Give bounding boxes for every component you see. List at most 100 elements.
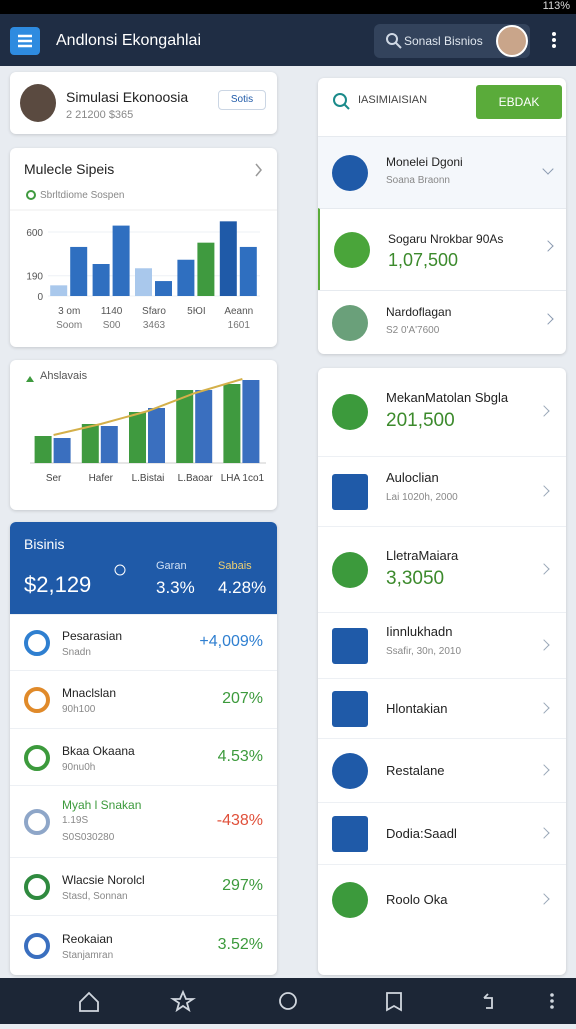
list-item[interactable]: Dodia:Saadl: [318, 802, 566, 864]
row-name: Bkaa Okaana: [62, 743, 135, 758]
row-sub: S0S030280: [62, 832, 115, 843]
row-icon: [24, 687, 50, 713]
list-item[interactable]: Auloclian Lai 1020h, 2000: [318, 456, 566, 526]
row-change: 4.53%: [217, 747, 263, 765]
chart-title: Ahslavais: [40, 370, 88, 382]
bar: [50, 285, 68, 296]
row-icon: [24, 933, 50, 959]
nav-circle[interactable]: [279, 992, 297, 1010]
bar: [81, 424, 99, 463]
list-item[interactable]: Iinnlukhadn Ssafir, 30n, 2010: [318, 612, 566, 678]
search-text: Sonasl Bisnios: [404, 34, 483, 48]
panel-item[interactable]: Sogaru Nrokbar 90As 1,07,500: [318, 208, 566, 290]
item-sub: Lai 1020h, 2000: [386, 492, 458, 503]
bar: [177, 259, 195, 296]
profile-detail: 2 21200 $365: [66, 109, 134, 121]
bar: [135, 268, 152, 296]
item-sub: Soana Braonn: [386, 175, 450, 186]
item-title: Auloclian: [386, 470, 439, 485]
business-row[interactable]: Reokaian Stanjamran 3.52%: [10, 915, 277, 975]
battery: 113%: [542, 0, 570, 12]
nav-star[interactable]: [170, 989, 196, 1013]
chevron: [538, 485, 550, 497]
grouped-chart-card: Ahslavais Ser Hafer L.Bistai L.Baoar LHA 1co…: [10, 360, 277, 510]
row-icon: [24, 630, 50, 656]
bar: [219, 221, 237, 296]
action-button[interactable]: EBDAK: [476, 85, 562, 119]
nav-back[interactable]: [483, 993, 493, 1009]
business-card: Bisinis $2,129 Garan 3.3% Sabais 4.28% P…: [10, 522, 277, 975]
row-sub: 1.19S: [62, 815, 89, 826]
item-title: Sogaru Nrokbar 90As: [388, 232, 504, 246]
item-icon: [332, 394, 368, 430]
business-row[interactable]: Bkaa Okaana 90nu0h 4.53%: [10, 728, 277, 785]
business-row[interactable]: Mnaclslan 90h100 207%: [10, 670, 277, 728]
search-box[interactable]: Sonasl Bisnios: [374, 24, 530, 58]
row-sub: Stanjamran: [62, 950, 114, 961]
row-name: Wlacsie Norolcl: [62, 873, 145, 887]
item-title: Nardoflagan: [386, 305, 452, 319]
menu-button[interactable]: [10, 27, 40, 55]
row-icon: [24, 809, 50, 835]
stat-value: 4.28%: [218, 578, 267, 597]
status-bar: 113%: [0, 0, 576, 14]
row-sub: 90nu0h: [62, 761, 96, 773]
business-header: Bisinis $2,129 Garan 3.3% Sabais 4.28%: [10, 522, 277, 614]
x-tick-label: 1140: [101, 306, 123, 317]
item-title: MekanMatolan Sbgla: [386, 390, 509, 405]
chevron: [538, 563, 550, 575]
bar: [176, 390, 194, 463]
bar: [197, 242, 215, 296]
trend-line: [53, 378, 243, 436]
badge[interactable]: Sotis: [218, 90, 266, 110]
item-icon: [332, 753, 368, 789]
list-item[interactable]: LletraMaiara 3,3050: [318, 526, 566, 612]
chevron: [542, 163, 554, 175]
item-icon: [332, 691, 368, 727]
bar: [100, 426, 118, 463]
item-value: 3,3050: [386, 568, 445, 589]
bar-chart-card: Mulecle Sipeis Sbrltdiome Sospen 0 190 600…: [10, 148, 277, 347]
list-item[interactable]: MekanMatolan Sbgla 201,500: [318, 368, 566, 456]
item-title: Roolo Oka: [386, 892, 448, 907]
chevron: [538, 702, 550, 714]
list-item[interactable]: Hlontakian: [318, 678, 566, 738]
list-item[interactable]: Restalane: [318, 738, 566, 802]
item-title: Dodia:Saadl: [386, 826, 457, 841]
business-total: $2,129: [24, 572, 92, 597]
x-tick-sublabel: S00: [103, 320, 121, 331]
panel-item[interactable]: Nardoflagan S2 0'A'7600: [318, 290, 566, 354]
x-tick-label: 3 om: [58, 306, 80, 317]
bar: [112, 225, 130, 296]
panel-item[interactable]: Monelei Dgoni Soana Braonn: [318, 136, 566, 208]
more-button[interactable]: [549, 14, 559, 66]
item-icon: [332, 882, 368, 918]
bar: [239, 246, 257, 296]
avatar: [20, 84, 56, 122]
nav-home[interactable]: [79, 991, 99, 1012]
x-tick-label: L.Bistai: [132, 473, 165, 484]
item-icon: [332, 305, 368, 341]
business-row[interactable]: Myah l Snakan 1.19S S0S030280 -438%: [10, 785, 277, 857]
business-title: Bisinis: [24, 536, 65, 552]
x-tick-label: 5ЮI: [187, 306, 205, 317]
bar: [223, 384, 241, 463]
chevron: [538, 893, 550, 905]
item-title: Hlontakian: [386, 701, 448, 716]
business-row[interactable]: Pesarasian Snadn +4,009%: [10, 614, 277, 670]
business-row[interactable]: Wlacsie Norolcl Stasd, Sonnan 297%: [10, 857, 277, 915]
chevron: [542, 313, 554, 325]
item-sub: Ssafir, 30n, 2010: [386, 646, 462, 657]
list-item[interactable]: Roolo Oka: [318, 864, 566, 934]
nav-bookmark[interactable]: [386, 992, 402, 1012]
nav-more[interactable]: [550, 993, 554, 1009]
x-tick-label: Ser: [46, 473, 62, 484]
right-list: MekanMatolan Sbgla 201,500 Auloclian Lai 10…: [318, 368, 566, 975]
x-tick-sublabel: 3463: [143, 320, 166, 331]
x-tick-label: L.Baoar: [178, 473, 214, 484]
item-icon: [332, 816, 368, 852]
item-title: Restalane: [386, 763, 445, 778]
row-name: Myah l Snakan: [62, 798, 142, 812]
x-tick-label: Hafer: [89, 473, 114, 484]
chevron: [538, 639, 550, 651]
